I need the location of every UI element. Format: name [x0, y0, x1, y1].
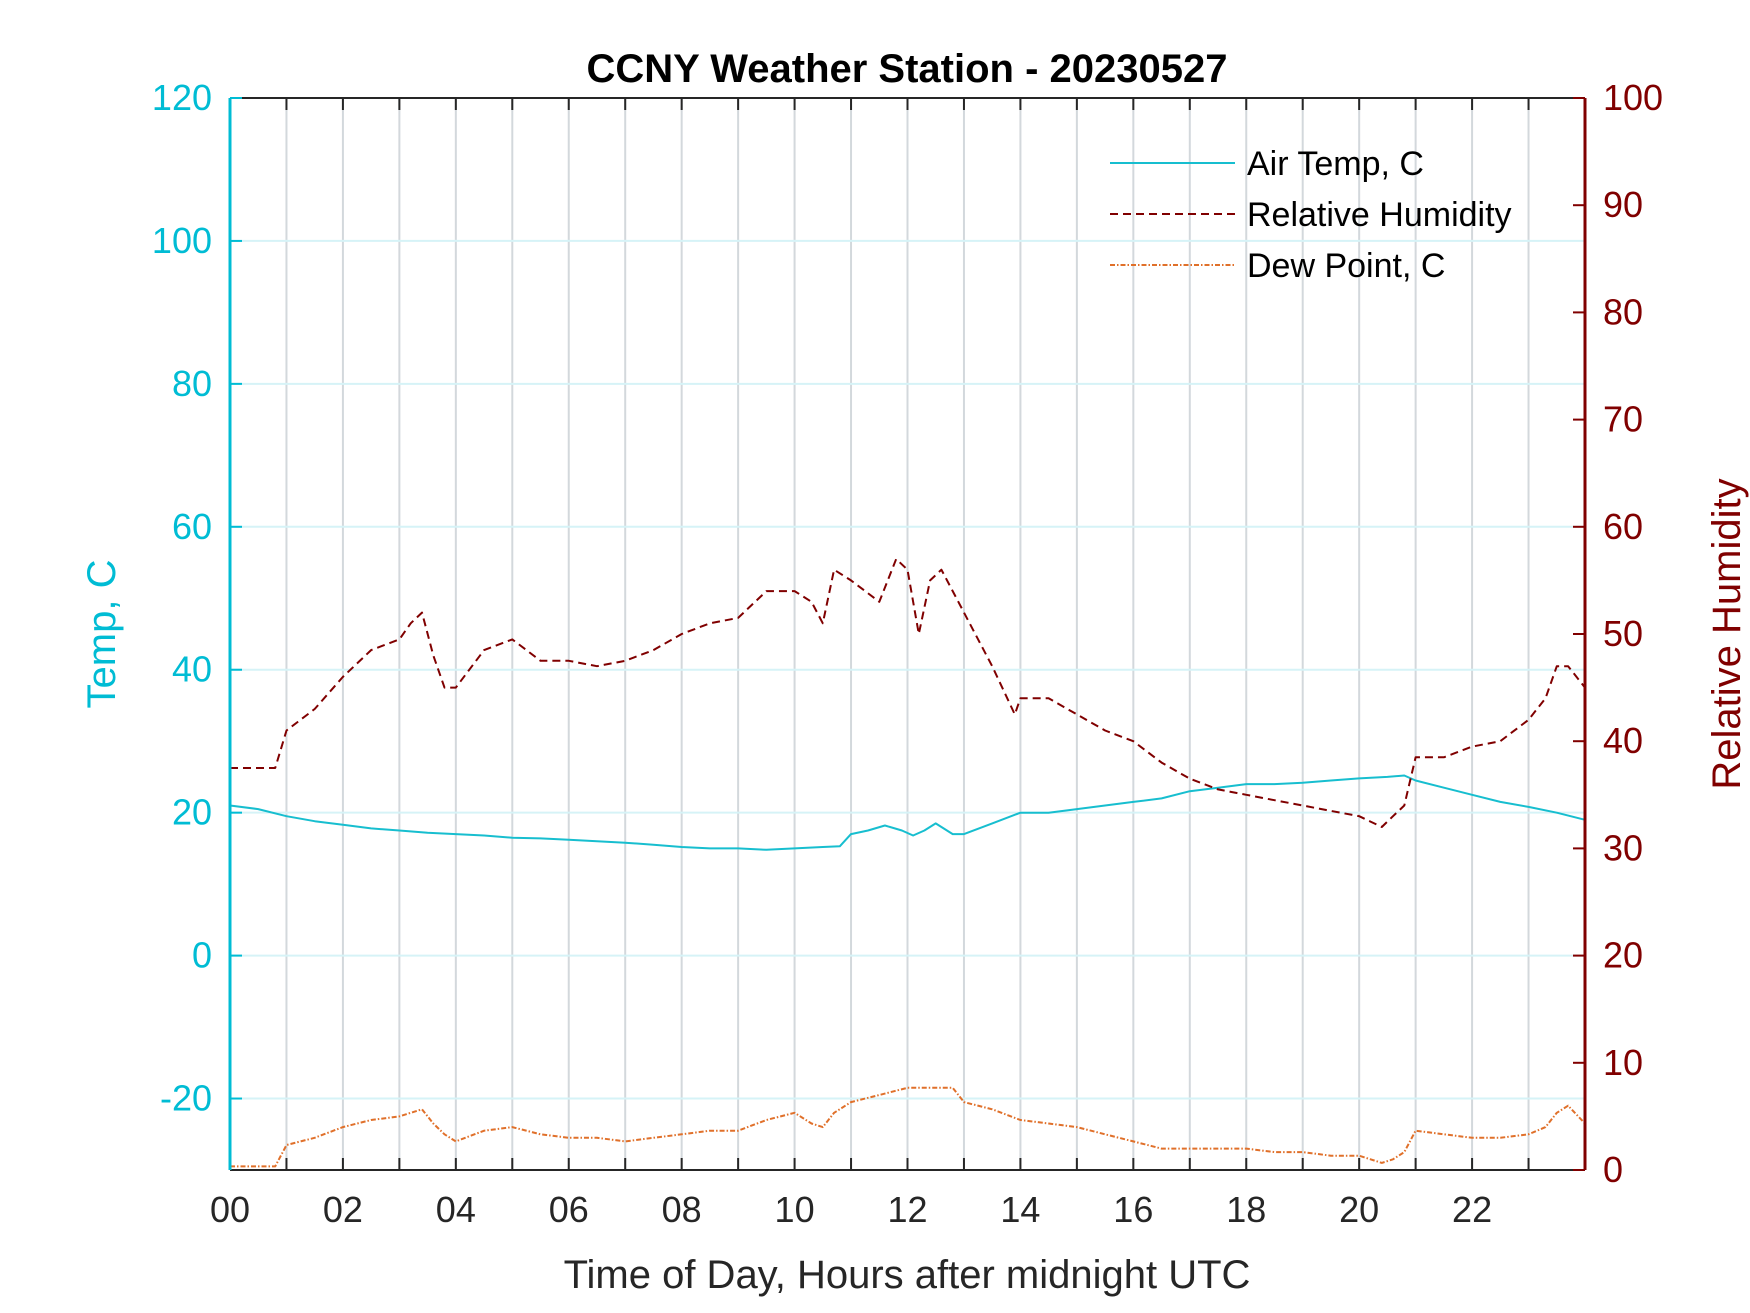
right-y-tick-label: 30 — [1603, 827, 1643, 868]
right-y-tick-label: 0 — [1603, 1149, 1623, 1190]
x-tick-label: 20 — [1339, 1189, 1379, 1230]
right-y-tick-label: 80 — [1603, 291, 1643, 332]
right-y-tick-label: 10 — [1603, 1042, 1643, 1083]
axes: 00 02 04 06 08 10 12 14 16 18 20 22-200204060801001… — [152, 77, 1663, 1230]
legend-label-3: Dew Point, C — [1247, 247, 1445, 285]
x-tick-label: 04 — [436, 1189, 476, 1230]
x-tick-label: 10 — [775, 1189, 815, 1230]
x-tick-label: 22 — [1452, 1189, 1492, 1230]
x-tick-label: 02 — [323, 1189, 363, 1230]
right-y-tick-label: 40 — [1603, 720, 1643, 761]
left-y-tick-label: 40 — [172, 649, 212, 690]
legend: Air Temp, C Relative Humidity Dew Point, C — [1110, 145, 1512, 285]
left-y-tick-label: 120 — [152, 77, 212, 118]
legend-label-2: Relative Humidity — [1247, 196, 1512, 234]
right-y-tick-label: 100 — [1603, 77, 1663, 118]
legend-label-1: Air Temp, C — [1247, 145, 1424, 183]
left-y-tick-label: -20 — [160, 1078, 212, 1119]
x-tick-label: 08 — [662, 1189, 702, 1230]
left-y-tick-label: 60 — [172, 506, 212, 547]
right-y-tick-label: 90 — [1603, 184, 1643, 225]
x-tick-label: 00 — [210, 1189, 250, 1230]
series-line-1 — [229, 774, 1586, 851]
left-y-tick-label: 20 — [172, 792, 212, 833]
right-y-tick-label: 60 — [1603, 506, 1643, 547]
chart-title: CCNY Weather Station - 20230527 — [587, 47, 1228, 91]
right-y-tick-label: 20 — [1603, 935, 1643, 976]
x-tick-label: 18 — [1226, 1189, 1266, 1230]
x-axis-label: Time of Day, Hours after midnight UTC — [564, 1253, 1251, 1297]
x-tick-label: 06 — [549, 1189, 589, 1230]
x-tick-label: 14 — [1000, 1189, 1040, 1230]
left-y-tick-label: 0 — [192, 935, 212, 976]
series-line-3 — [230, 1086, 1586, 1168]
right-y-axis-label: Relative Humidity — [1705, 478, 1749, 789]
left-y-tick-label: 80 — [172, 363, 212, 404]
left-y-tick-label: 100 — [152, 220, 212, 261]
left-y-axis-label: Temp, C — [80, 560, 124, 709]
series-layer — [229, 558, 1586, 1168]
x-tick-label: 16 — [1113, 1189, 1153, 1230]
x-tick-label: 12 — [887, 1189, 927, 1230]
right-y-tick-label: 70 — [1603, 399, 1643, 440]
right-y-tick-label: 50 — [1603, 613, 1643, 654]
grid — [230, 98, 1585, 1170]
